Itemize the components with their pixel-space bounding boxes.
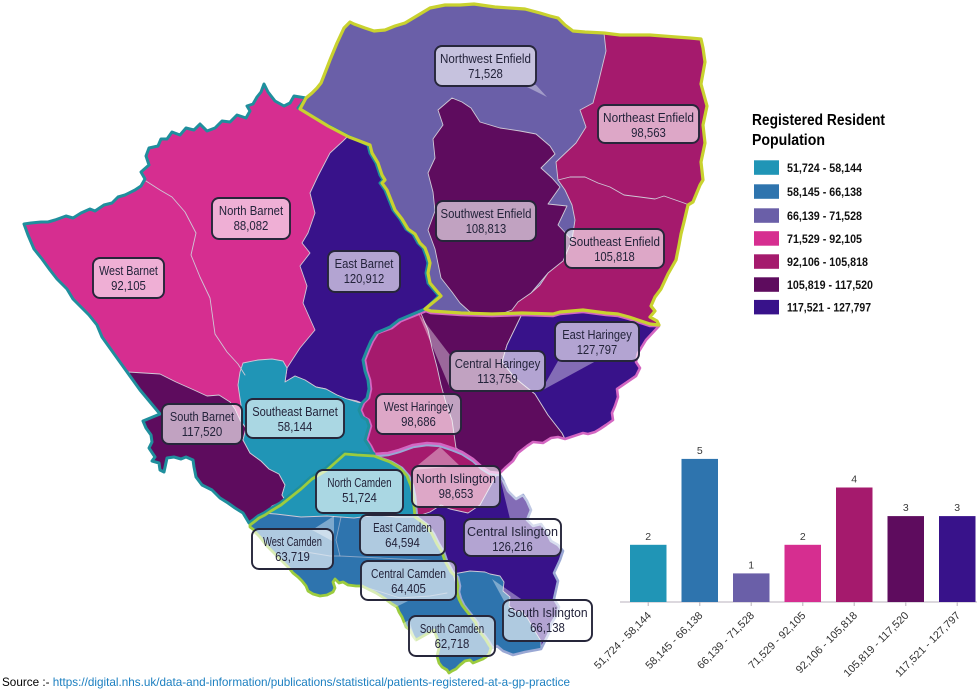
svg-text:64,405: 64,405 xyxy=(391,582,426,596)
svg-text:62,718: 62,718 xyxy=(435,637,470,651)
svg-text:Central Camden: Central Camden xyxy=(371,567,446,581)
svg-text:Northeast Enfield: Northeast Enfield xyxy=(603,111,694,125)
svg-text:West Barnet: West Barnet xyxy=(99,264,158,278)
svg-text:Southwest Enfield: Southwest Enfield xyxy=(441,207,532,221)
svg-text:105,818: 105,818 xyxy=(594,250,635,264)
svg-text:West Haringey: West Haringey xyxy=(384,400,454,414)
svg-text:2: 2 xyxy=(800,531,806,543)
svg-text:South Islington: South Islington xyxy=(507,606,587,620)
svg-text:2: 2 xyxy=(645,531,651,543)
svg-text:98,563: 98,563 xyxy=(631,126,666,140)
svg-text:92,105: 92,105 xyxy=(111,279,146,293)
svg-text:92,106 - 105,818: 92,106 - 105,818 xyxy=(787,255,868,269)
svg-text:108,813: 108,813 xyxy=(466,222,507,236)
svg-text:71,529 - 92,105: 71,529 - 92,105 xyxy=(787,232,862,246)
svg-text:117,521 - 127,797: 117,521 - 127,797 xyxy=(787,301,871,315)
svg-text:126,216: 126,216 xyxy=(492,540,533,554)
svg-text:3: 3 xyxy=(954,502,960,514)
svg-text:East Haringey: East Haringey xyxy=(562,328,632,342)
svg-text:98,686: 98,686 xyxy=(401,415,436,429)
svg-text:51,724 - 58,144: 51,724 - 58,144 xyxy=(787,161,862,175)
svg-text:117,520: 117,520 xyxy=(182,425,223,439)
svg-text:East Barnet: East Barnet xyxy=(335,257,394,271)
svg-text:Registered Resident: Registered Resident xyxy=(752,112,885,129)
svg-text:Southeast Enfield: Southeast Enfield xyxy=(569,235,660,249)
svg-text:64,594: 64,594 xyxy=(385,536,420,550)
svg-text:88,082: 88,082 xyxy=(234,219,269,233)
svg-text:North Islington: North Islington xyxy=(416,472,496,486)
svg-text:Southeast Barnet: Southeast Barnet xyxy=(252,405,338,419)
svg-text:Central Islington: Central Islington xyxy=(467,525,558,539)
svg-text:127,797: 127,797 xyxy=(577,343,618,357)
svg-text:58,145 - 66,138: 58,145 - 66,138 xyxy=(787,185,862,199)
svg-text:66,138: 66,138 xyxy=(530,621,565,635)
svg-text:66,139 - 71,528: 66,139 - 71,528 xyxy=(787,209,862,223)
svg-text:4: 4 xyxy=(851,474,857,486)
svg-text:120,912: 120,912 xyxy=(344,272,385,286)
svg-text:Source :- https://digital.nhs.: Source :- https://digital.nhs.uk/data-an… xyxy=(2,675,570,689)
svg-text:113,759: 113,759 xyxy=(477,372,518,386)
svg-text:5: 5 xyxy=(697,445,703,457)
svg-text:51,724: 51,724 xyxy=(342,491,377,505)
svg-text:Central Haringey: Central Haringey xyxy=(455,357,541,371)
svg-text:East Camden: East Camden xyxy=(373,521,432,535)
svg-text:58,144: 58,144 xyxy=(278,420,313,434)
svg-text:71,528: 71,528 xyxy=(468,67,503,81)
svg-text:Northwest Enfield: Northwest Enfield xyxy=(440,52,531,66)
svg-text:63,719: 63,719 xyxy=(275,550,310,564)
svg-text:3: 3 xyxy=(903,502,909,514)
svg-text:South Camden: South Camden xyxy=(420,622,484,636)
svg-text:105,819 - 117,520: 105,819 - 117,520 xyxy=(787,278,873,292)
svg-text:West Camden: West Camden xyxy=(263,535,322,549)
svg-text:Population: Population xyxy=(752,132,825,149)
svg-text:North Barnet: North Barnet xyxy=(219,204,284,218)
svg-text:98,653: 98,653 xyxy=(439,487,474,501)
svg-text:North Camden: North Camden xyxy=(327,476,391,490)
svg-text:South Barnet: South Barnet xyxy=(170,410,235,424)
svg-text:1: 1 xyxy=(748,559,754,571)
